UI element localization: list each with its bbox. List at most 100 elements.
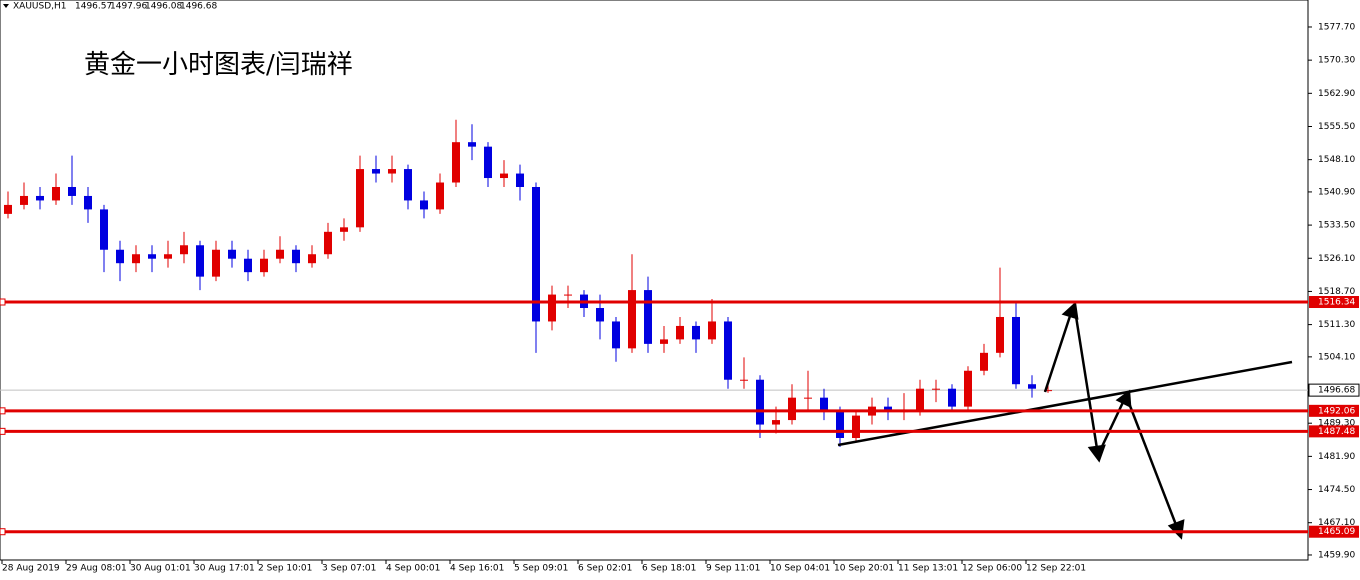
y-tick-label: 1555.50 — [1318, 122, 1355, 132]
candle-body — [116, 249, 124, 264]
level-box — [1309, 525, 1359, 538]
x-tick-label: 9 Sep 11:01 — [706, 564, 760, 574]
candle-body — [52, 186, 60, 201]
low-value: 1496.08 — [145, 2, 182, 12]
candle-body — [36, 195, 44, 201]
level-marker — [0, 298, 6, 306]
candle-body — [516, 173, 524, 187]
y-tick-label: 1489.30 — [1318, 419, 1355, 429]
candle-body — [292, 249, 300, 264]
chart-title: 黄金一小时图表/闫瑞祥 — [84, 50, 353, 80]
candle-body — [468, 142, 476, 147]
candle-body — [948, 388, 956, 407]
y-tick-label: 1548.10 — [1318, 155, 1355, 165]
x-tick-label: 30 Aug 17:01 — [194, 564, 255, 574]
x-tick-label: 4 Sep 16:01 — [450, 564, 504, 574]
candle-body — [788, 397, 796, 421]
x-tick-label: 5 Sep 09:01 — [514, 564, 568, 574]
candle-body — [244, 258, 252, 273]
candle-body — [164, 254, 172, 259]
arrow-path — [1096, 397, 1127, 456]
candle-body — [532, 186, 540, 322]
candle-body — [404, 169, 412, 201]
close-value: 1496.68 — [180, 2, 217, 12]
level-label: 1492.06 — [1318, 406, 1355, 416]
candle-body — [996, 316, 1004, 353]
candle-body — [596, 308, 604, 322]
x-tick-label: 12 Sep 06:00 — [962, 564, 1022, 574]
arrow-head — [1115, 389, 1132, 409]
y-tick-label: 1459.90 — [1318, 550, 1355, 560]
candle-body — [564, 294, 572, 296]
x-tick-label: 4 Sep 00:01 — [386, 564, 440, 574]
x-tick-label: 28 Aug 2019 — [2, 564, 60, 574]
candle-body — [804, 397, 812, 399]
candle-body — [964, 370, 972, 407]
open-value: 1496.57 — [75, 2, 112, 12]
candle-body — [484, 146, 492, 179]
y-tick-label: 1526.10 — [1318, 254, 1355, 264]
level-label: 1465.09 — [1318, 527, 1355, 537]
level-label: 1516.34 — [1318, 298, 1355, 308]
candle-body — [436, 182, 444, 210]
header: XAUUSD,H1 1496.57 1497.96 1496.08 1496.6… — [3, 2, 217, 12]
x-tick-label: 6 Sep 02:01 — [578, 564, 632, 574]
candle-body — [372, 169, 380, 174]
candle-body — [836, 411, 844, 438]
candle-body — [100, 209, 108, 250]
x-tick-label: 3 Sep 07:01 — [322, 564, 376, 574]
current-price-label: 1496.68 — [1318, 386, 1355, 396]
candle-body — [676, 325, 684, 340]
candle-body — [340, 227, 348, 232]
y-tick-label: 1474.50 — [1318, 485, 1355, 495]
candle-body — [420, 200, 428, 210]
candle-body — [644, 290, 652, 344]
candle-body — [308, 254, 316, 264]
y-tick-label: 1577.70 — [1318, 22, 1355, 32]
candle-body — [1028, 384, 1036, 389]
candle-body — [500, 173, 508, 179]
level-marker — [0, 528, 6, 536]
candle-body — [708, 321, 716, 340]
candle-body — [660, 339, 668, 344]
candle-body — [932, 388, 940, 390]
candle-body — [196, 245, 204, 277]
candle-body — [756, 379, 764, 425]
candle-body — [324, 231, 332, 255]
symbol: XAUUSD,H1 — [13, 2, 67, 12]
candle-body — [1044, 390, 1052, 392]
y-tick-label: 1570.30 — [1318, 56, 1355, 66]
current-price-box — [1308, 383, 1360, 397]
x-tick-label: 30 Aug 01:01 — [130, 564, 191, 574]
y-tick-label: 1562.90 — [1318, 89, 1355, 99]
menu-arrow — [3, 4, 9, 8]
x-tick-label: 2 Sep 10:01 — [258, 564, 312, 574]
candle-body — [1012, 316, 1020, 385]
candle-body — [852, 415, 860, 438]
candle-body — [740, 379, 748, 381]
y-tick-label: 1511.30 — [1318, 320, 1355, 330]
candle-body — [148, 254, 156, 259]
candle-body — [132, 254, 140, 264]
candle-body — [548, 294, 556, 322]
candle-body — [916, 388, 924, 412]
candle-body — [228, 249, 236, 259]
candle-body — [4, 204, 12, 214]
candle-body — [692, 325, 700, 340]
candle-body — [84, 195, 92, 210]
candle-body — [180, 245, 188, 255]
candle-body — [628, 290, 636, 349]
level-label: 1487.48 — [1318, 427, 1355, 437]
candle-body — [68, 186, 76, 196]
candle-body — [260, 258, 268, 273]
y-tick-label: 1533.50 — [1318, 221, 1355, 231]
y-tick-label: 1540.90 — [1318, 187, 1355, 197]
x-tick-label: 29 Aug 08:01 — [66, 564, 127, 574]
x-tick-label: 10 Sep 20:01 — [834, 564, 894, 574]
candle-body — [884, 406, 892, 412]
candle-body — [276, 249, 284, 259]
candle-body — [820, 397, 828, 412]
y-tick-label: 1467.10 — [1318, 518, 1355, 528]
candle-body — [356, 169, 364, 228]
